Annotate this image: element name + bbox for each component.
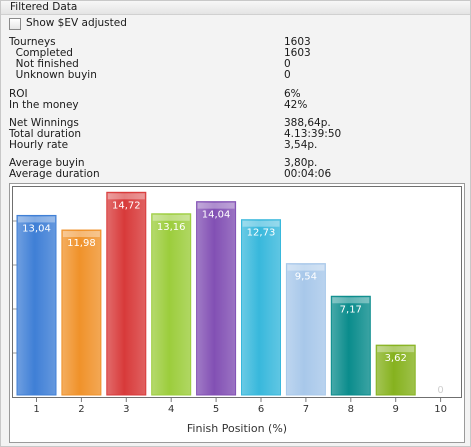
stat-value: 388,64p. <box>284 117 331 129</box>
x-tick-label: 6 <box>258 404 264 415</box>
bar-highlight <box>287 264 325 271</box>
stat-row: Not finished 0 <box>9 59 369 70</box>
stat-value: 0 <box>284 58 291 70</box>
show-sev-checkbox[interactable] <box>9 18 21 30</box>
panel-title: Filtered Data <box>10 1 78 13</box>
bar-value-label: 9,54 <box>295 272 317 283</box>
bar-position-1 <box>16 214 57 396</box>
stat-value: 4.13:39:50 <box>284 128 342 140</box>
bar-value-label: 11,98 <box>67 238 96 249</box>
bar-value-label: 13,16 <box>157 222 186 233</box>
stat-value: 3,54p. <box>284 139 318 151</box>
bar-highlight <box>332 297 370 304</box>
show-sev-label[interactable]: Show $EV adjusted <box>26 17 127 29</box>
stat-label: Unknown buyin <box>9 69 97 81</box>
bar-value-label: 7,17 <box>340 304 362 315</box>
stat-row: Completed 1603 <box>9 48 369 59</box>
bar-position-5 <box>196 201 237 396</box>
stat-row: In the money 42% <box>9 100 369 111</box>
x-tick-label: 7 <box>303 404 309 415</box>
bar-highlight <box>197 202 235 209</box>
bar-value-label: 14,04 <box>202 210 231 221</box>
stat-value: 42% <box>284 99 308 111</box>
bar-highlight <box>377 346 415 353</box>
x-tick-label: 8 <box>348 404 354 415</box>
stat-row: Net Winnings 388,64p. <box>9 118 369 129</box>
bar-position-4 <box>151 213 192 396</box>
x-tick-label: 4 <box>168 404 174 415</box>
bar-highlight <box>62 231 100 238</box>
stat-label: Total duration <box>9 128 82 140</box>
bar-highlight <box>107 193 145 200</box>
finish-position-chart: 13,04 11,98 14,72 13,16 14,04 12,73 9,54 7,17 3,… <box>9 183 465 443</box>
stat-row: Unknown buyin 0 <box>9 70 369 81</box>
x-tick-label: 1 <box>33 404 39 415</box>
stat-label: Net Winnings <box>9 117 79 129</box>
stat-value: 3,80p. <box>284 157 318 169</box>
stat-label: In the money <box>9 99 79 111</box>
panel-header: Filtered Data <box>1 1 470 15</box>
bar-value-label: 14,72 <box>112 200 141 211</box>
stat-label: ROI <box>9 88 28 100</box>
bar-position-7 <box>285 263 326 396</box>
x-tick-label: 10 <box>434 404 447 415</box>
stat-label: Tourneys <box>9 36 56 48</box>
bar-value-label: 13,04 <box>22 223 51 234</box>
x-axis-title: Finish Position (%) <box>187 422 287 435</box>
stat-row: Tourneys 1603 <box>9 37 369 48</box>
stat-label: Average duration <box>9 168 100 180</box>
stat-label: Not finished <box>9 58 79 70</box>
stat-value: 6% <box>284 88 301 100</box>
stat-label: Average buyin <box>9 157 85 169</box>
stat-value: 1603 <box>284 36 311 48</box>
bar-value-label: 12,73 <box>247 228 276 239</box>
bar-position-8 <box>330 295 371 396</box>
x-tick-label: 9 <box>393 404 399 415</box>
stat-row: ROI 6% <box>9 89 369 100</box>
stat-label: Hourly rate <box>9 139 69 151</box>
stat-row: Average duration 00:04:06 <box>9 169 369 180</box>
stat-value: 0 <box>284 69 291 81</box>
stat-row: Total duration 4.13:39:50 <box>9 129 369 140</box>
bar-chart-svg: 13,04 11,98 14,72 13,16 14,04 12,73 9,54 7,17 3,… <box>13 191 444 396</box>
stat-value: 1603 <box>284 47 311 59</box>
bar-position-3 <box>106 191 147 396</box>
stat-row: Hourly rate 3,54p. <box>9 140 369 151</box>
stat-row: Average buyin 3,80p. <box>9 158 369 169</box>
bar-value-label: 0 <box>437 385 443 396</box>
bar-position-2 <box>61 229 102 396</box>
x-tick-label: 3 <box>123 404 129 415</box>
bar-value-label: 3,62 <box>385 353 407 364</box>
stat-value: 00:04:06 <box>284 168 332 180</box>
x-tick-label: 5 <box>213 404 219 415</box>
plot-area: 13,04 11,98 14,72 13,16 14,04 12,73 9,54 7,17 3,… <box>12 186 462 398</box>
bar-position-9 <box>375 344 416 396</box>
x-tick-label: 2 <box>78 404 84 415</box>
bar-highlight <box>18 216 55 223</box>
bar-highlight <box>152 214 190 221</box>
bar-highlight <box>242 220 280 227</box>
stat-label: Completed <box>9 47 73 59</box>
bar-position-6 <box>241 219 281 396</box>
